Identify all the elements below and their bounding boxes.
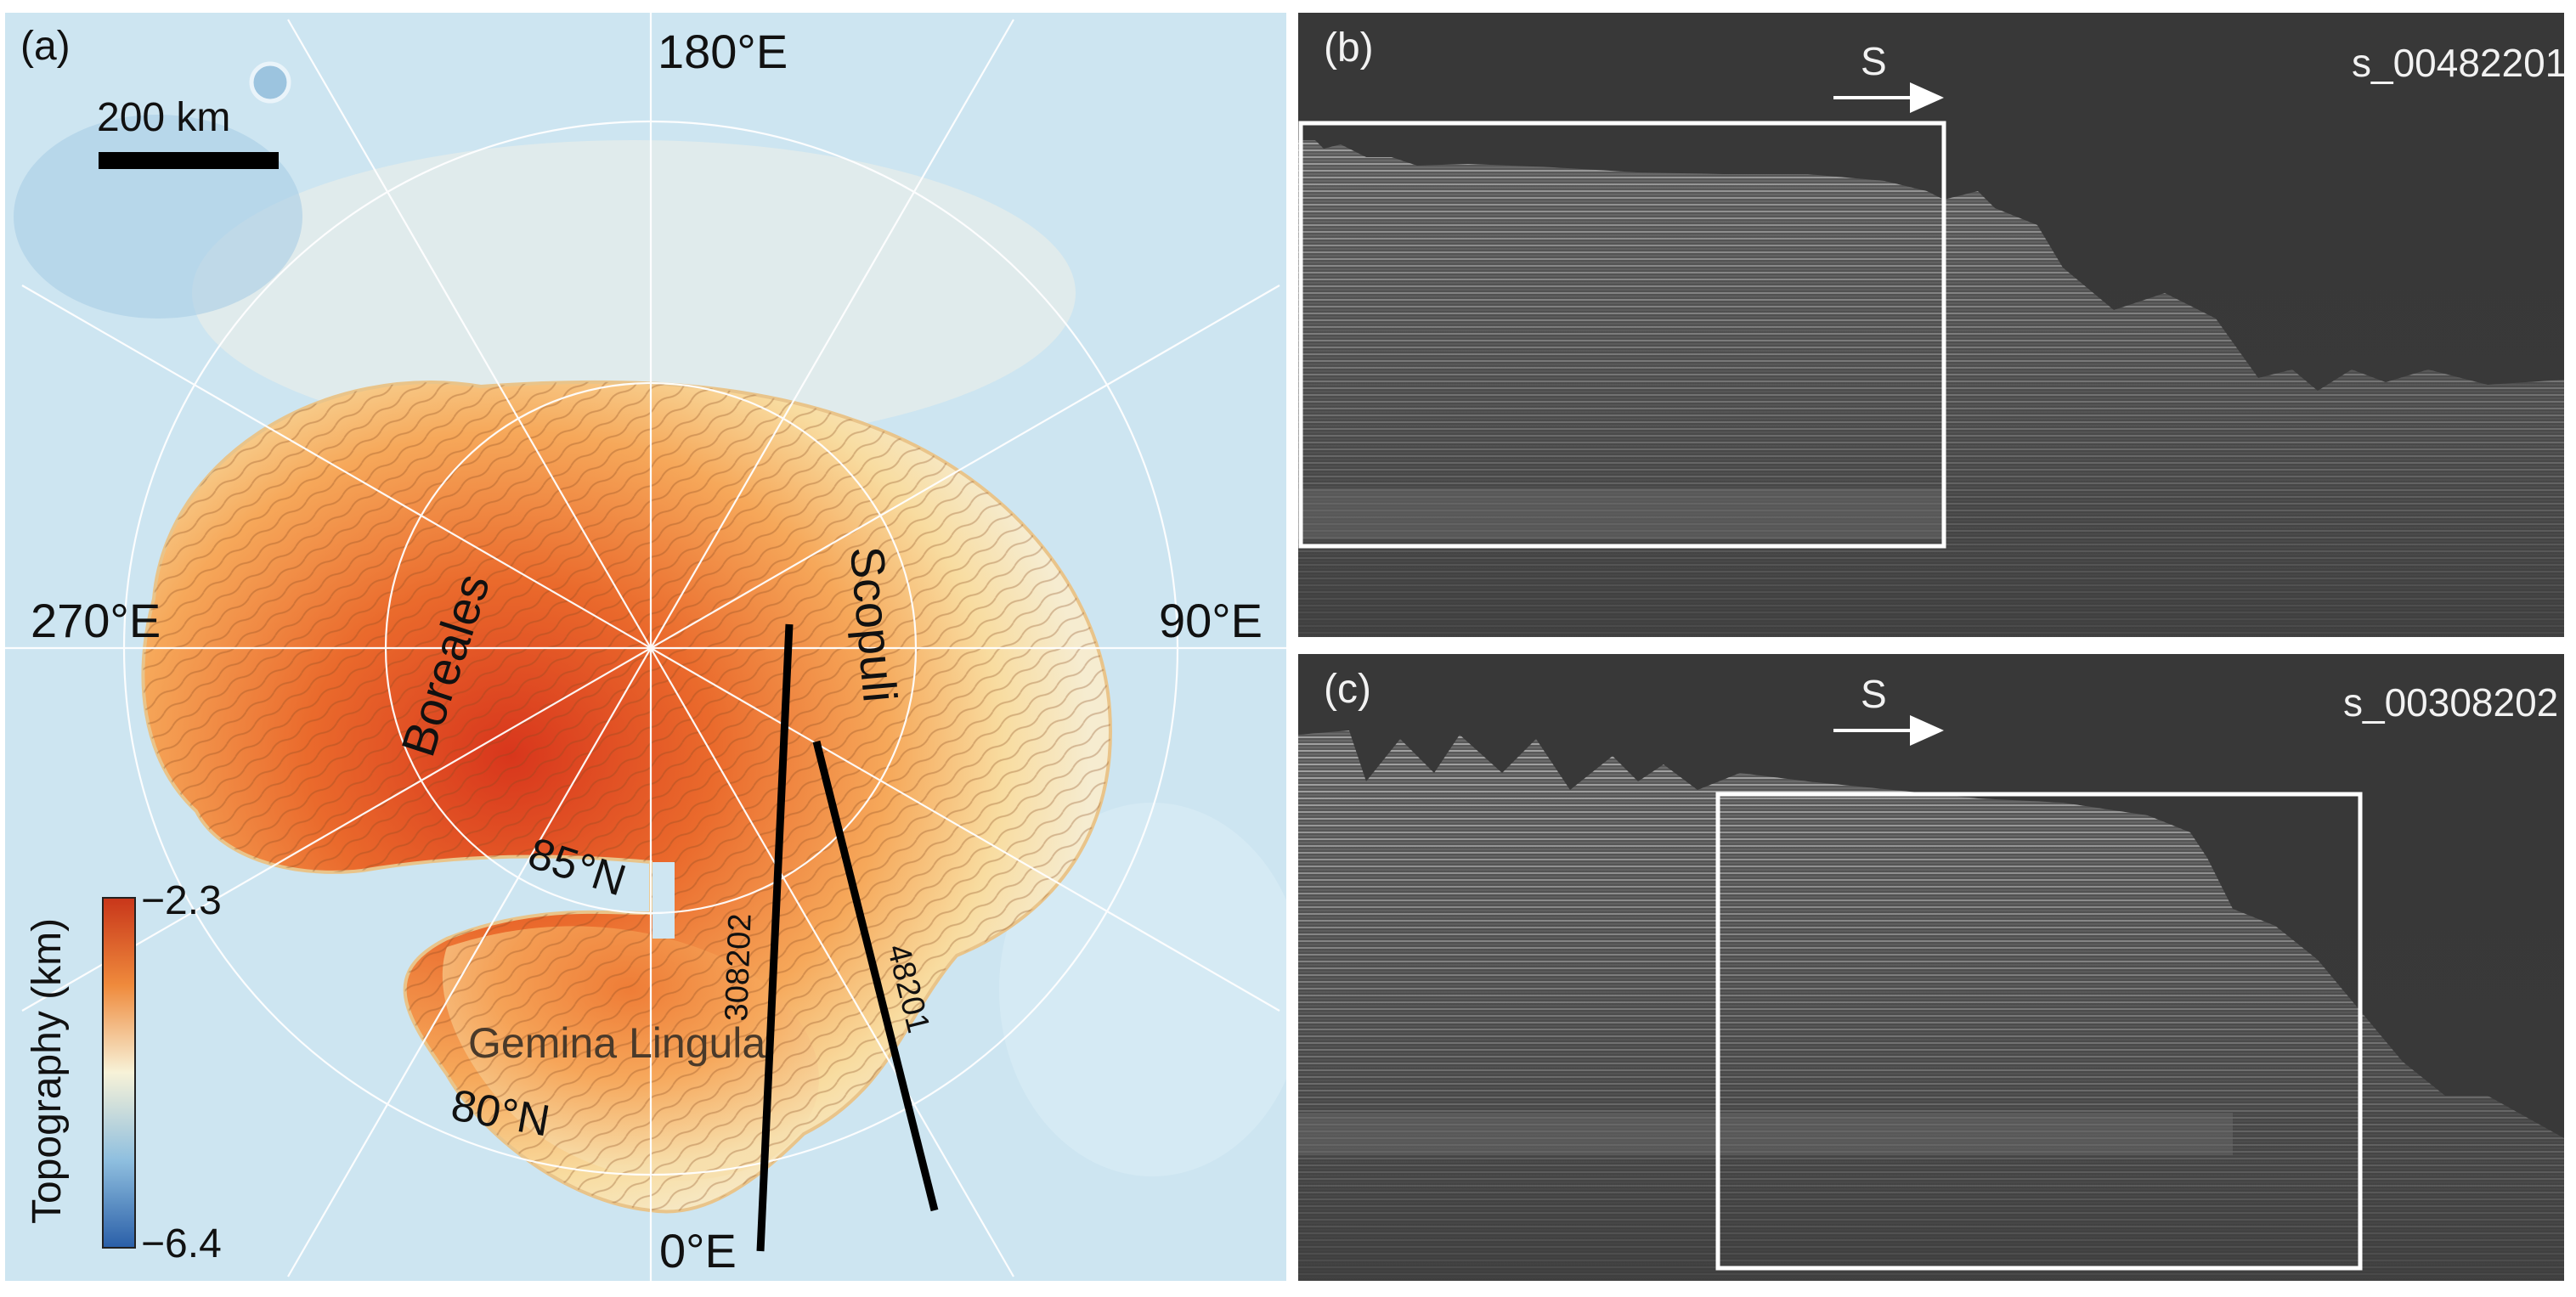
scale-bar-label: 200 km [97, 95, 231, 140]
panel-a-label: (a) [20, 24, 71, 69]
ground-track-308202 [756, 623, 794, 1252]
radargram-panel-c: (c) s_00308202 S [1298, 654, 2564, 1281]
crater [249, 61, 291, 104]
longitude-label-270: 270°E [31, 594, 161, 647]
region-label-gemina-lingula: Gemina Lingula [468, 1019, 766, 1067]
scale-bar [99, 152, 279, 169]
highlight-box-b [1298, 121, 1946, 549]
region-label-scopuli: Scopuli [839, 544, 907, 705]
radargram-image-c [1298, 654, 2564, 1281]
colorbar [102, 897, 136, 1249]
panel-b-label: (b) [1324, 25, 1374, 70]
longitude-label-90: 90°E [1159, 594, 1263, 647]
colorbar-title: Topography (km) [25, 917, 70, 1224]
colorbar-max-label: −2.3 [141, 878, 222, 923]
graticule [5, 13, 1286, 1281]
direction-label-b: S [1861, 39, 1887, 83]
panel-c-label: (c) [1324, 667, 1371, 712]
chasma-gap [652, 862, 675, 939]
direction-label-c: S [1861, 672, 1887, 716]
radargram-panel-b: (b) s_00482201 S [1298, 13, 2564, 637]
ground-track-48201 [812, 740, 939, 1212]
topography-map-panel: (a) 200 km 180°E 270°E 90°E 0°E 85°N 80°… [5, 13, 1286, 1281]
longitude-label-180: 180°E [658, 25, 788, 78]
highlight-box-c [1715, 792, 2363, 1271]
longitude-label-0: 0°E [659, 1224, 737, 1277]
radargram-id-c: s_00308202 [2343, 680, 2559, 725]
colorbar-min-label: −6.4 [141, 1221, 222, 1266]
outer-deposit [192, 140, 1076, 446]
radargram-id-b: s_00482201 [2352, 41, 2564, 85]
topography-map-image [5, 13, 1286, 1281]
track-label-308202: 308202 [719, 912, 759, 1023]
radargram-image-b [1298, 13, 2564, 637]
